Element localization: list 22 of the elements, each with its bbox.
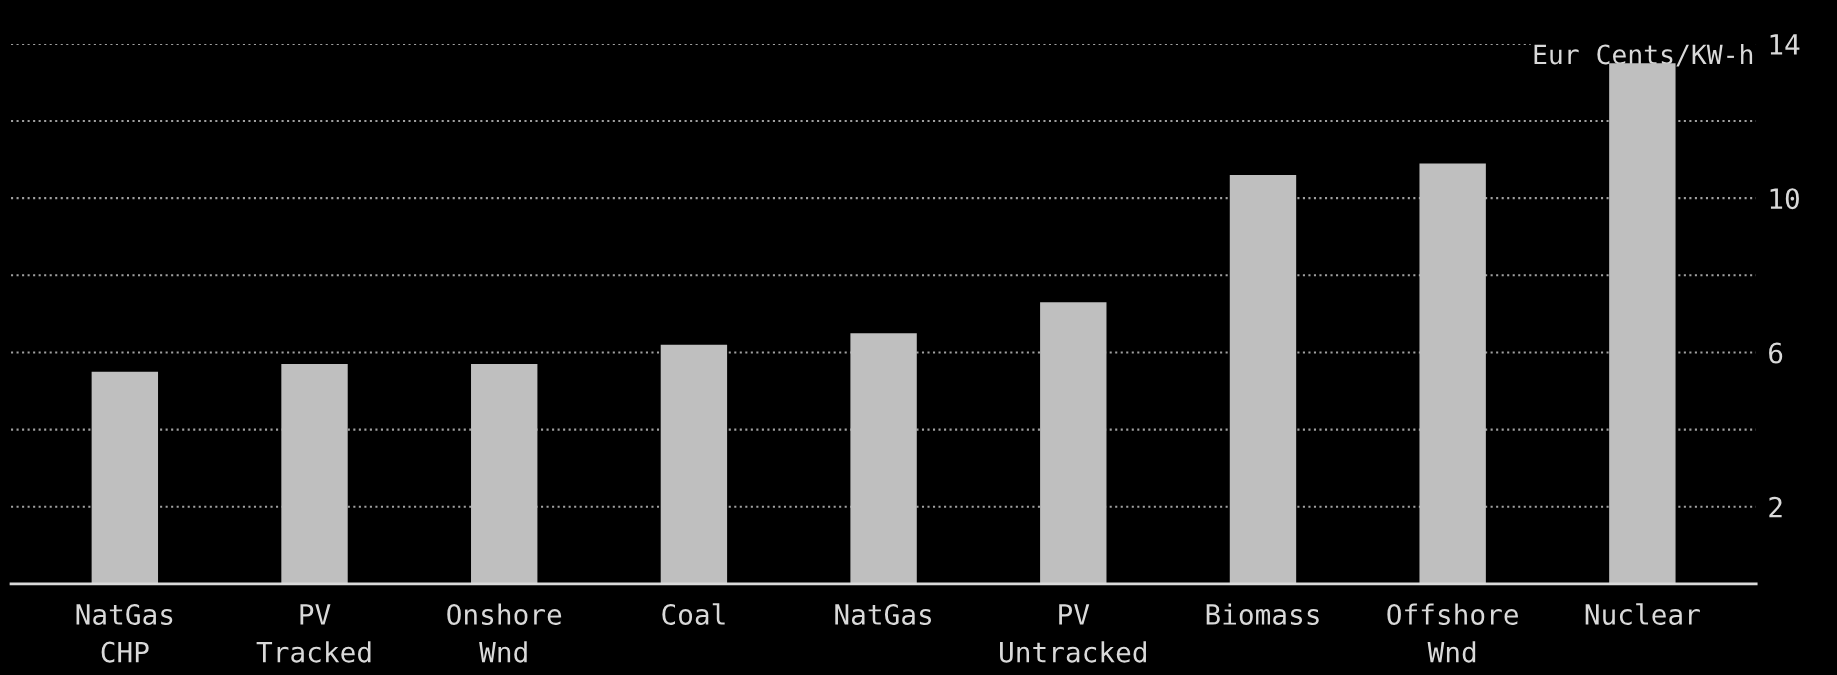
- x-tick-label: NatGas CHP: [76, 603, 173, 663]
- bar: [1040, 302, 1107, 584]
- x-tick-label: Offshore Wnd: [1387, 603, 1518, 663]
- y-tick-label: 10: [1770, 188, 1799, 210]
- bar: [1229, 175, 1297, 584]
- bar: [91, 371, 159, 584]
- x-tick-label: Nuclear: [1585, 603, 1700, 625]
- x-tick-label: PV Untracked: [1000, 604, 1146, 663]
- x-tick-label: Coal: [662, 603, 725, 625]
- x-tick-label: PV Tracked: [256, 604, 371, 663]
- bar: [850, 333, 917, 584]
- x-tick-label: NatGas: [835, 603, 932, 625]
- y-axis-title: Eur Cents/KW-h: [1534, 44, 1753, 67]
- bar: [471, 364, 538, 584]
- bar: [1419, 163, 1486, 584]
- bar: [660, 344, 728, 584]
- x-tick-label: Onshore Wnd: [447, 603, 562, 663]
- bar: [281, 364, 348, 584]
- y-tick-label: 6: [1769, 342, 1783, 364]
- y-tick-label: 2: [1769, 496, 1782, 518]
- x-tick-label: Biomass: [1206, 603, 1319, 625]
- y-tick-label: 14: [1770, 34, 1800, 55]
